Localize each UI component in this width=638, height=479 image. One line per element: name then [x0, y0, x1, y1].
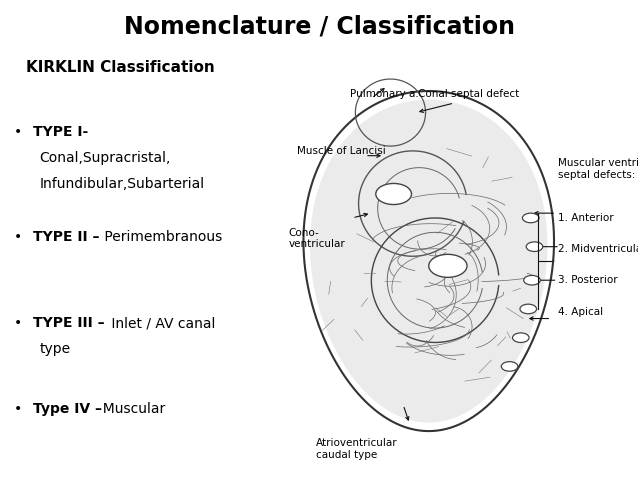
Ellipse shape: [512, 333, 529, 342]
Text: Type IV –: Type IV –: [33, 402, 102, 416]
Text: Conal,Supracristal,: Conal,Supracristal,: [40, 151, 171, 165]
Text: Perimembranous: Perimembranous: [100, 230, 223, 244]
Text: 4. Apical: 4. Apical: [558, 307, 604, 317]
Text: •: •: [14, 125, 22, 138]
Ellipse shape: [501, 362, 518, 371]
Text: TYPE I-: TYPE I-: [33, 125, 89, 138]
Ellipse shape: [526, 242, 543, 251]
Text: TYPE III –: TYPE III –: [33, 316, 105, 330]
Ellipse shape: [429, 254, 467, 277]
Ellipse shape: [376, 183, 412, 205]
Text: Conal septal defect: Conal septal defect: [418, 89, 519, 99]
Ellipse shape: [524, 275, 540, 285]
Ellipse shape: [523, 213, 539, 223]
Text: •: •: [14, 402, 22, 416]
Text: 1. Anterior: 1. Anterior: [558, 213, 614, 223]
Ellipse shape: [520, 304, 537, 314]
Text: type: type: [40, 342, 71, 356]
Text: 3. Posterior: 3. Posterior: [558, 275, 618, 285]
Text: Muscular: Muscular: [94, 402, 165, 416]
Text: Pulmonary a.: Pulmonary a.: [350, 89, 419, 99]
Text: Muscle of Lancisi: Muscle of Lancisi: [297, 146, 385, 156]
Text: Nomenclature / Classification: Nomenclature / Classification: [124, 14, 514, 38]
Text: •: •: [14, 230, 22, 244]
Text: Muscular ventricular
septal defects:: Muscular ventricular septal defects:: [558, 158, 638, 180]
PathPatch shape: [310, 100, 547, 422]
Text: Atrioventricular
caudal type: Atrioventricular caudal type: [316, 438, 397, 460]
Text: •: •: [14, 316, 22, 330]
Text: KIRKLIN Classification: KIRKLIN Classification: [26, 60, 214, 75]
Text: Infundibular,Subarterial: Infundibular,Subarterial: [40, 177, 205, 191]
Text: 2. Midventricular: 2. Midventricular: [558, 244, 638, 254]
Text: Cono-
ventricular: Cono- ventricular: [288, 228, 345, 249]
Text: TYPE II –: TYPE II –: [33, 230, 100, 244]
Text: Inlet / AV canal: Inlet / AV canal: [107, 316, 215, 330]
